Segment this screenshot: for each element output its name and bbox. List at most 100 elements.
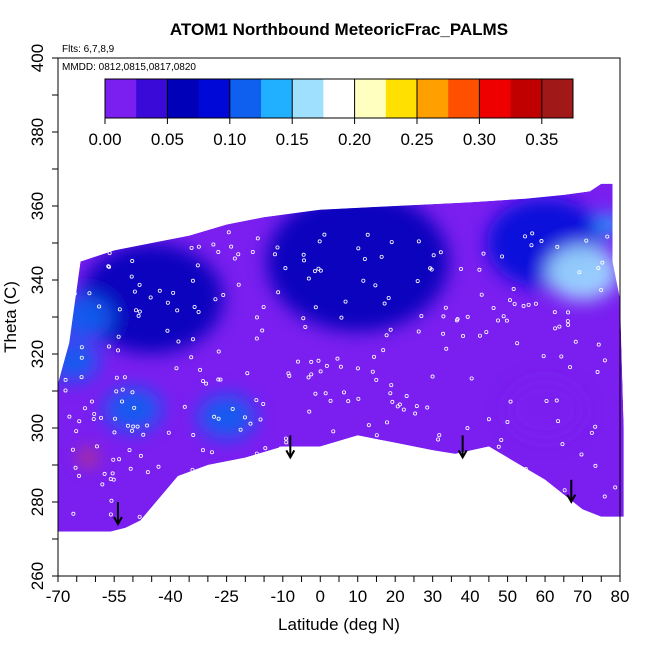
sample-point	[210, 501, 215, 506]
sample-point	[444, 467, 449, 472]
sample-point	[477, 333, 482, 338]
sample-point	[363, 503, 368, 508]
sample-point	[562, 488, 567, 493]
sample-point	[370, 369, 375, 374]
sample-point	[128, 466, 133, 471]
sample-point	[274, 492, 279, 497]
x-tick-label: -10	[271, 587, 296, 606]
heatmap-field	[58, 183, 624, 532]
sample-point	[523, 234, 528, 239]
sample-point	[600, 260, 605, 265]
sample-point	[388, 391, 393, 396]
y-axis-label: Theta (C)	[1, 281, 20, 353]
sample-point	[91, 416, 96, 421]
sample-point	[216, 349, 221, 354]
sample-point	[92, 412, 97, 417]
sample-point	[251, 488, 256, 493]
sample-point	[129, 274, 134, 279]
sample-point	[554, 398, 559, 403]
sample-point	[108, 476, 113, 481]
sample-point	[521, 498, 526, 503]
sample-point	[409, 493, 414, 498]
sample-point	[339, 315, 344, 320]
sample-point	[130, 390, 135, 395]
sample-point	[261, 304, 266, 309]
sample-point	[67, 414, 72, 419]
sample-point	[430, 374, 435, 379]
sample-point	[94, 444, 99, 449]
colorbar-tick-label: 0.35	[525, 130, 558, 149]
y-tick-label: 340	[28, 266, 47, 294]
sample-point	[190, 337, 195, 342]
sample-point	[313, 492, 318, 497]
sample-point	[116, 334, 121, 339]
sample-point	[120, 387, 125, 392]
colorbar-tick-label: 0.05	[151, 130, 184, 149]
sample-point	[301, 252, 306, 257]
sample-point	[99, 415, 104, 420]
sample-point	[593, 424, 598, 429]
sample-point	[272, 252, 277, 257]
y-tick-label: 380	[28, 118, 47, 146]
sample-point	[195, 263, 200, 268]
sample-point	[338, 364, 343, 369]
x-tick-label: -70	[46, 587, 71, 606]
sample-point	[114, 389, 119, 394]
colorbar-tick-label: 0.25	[400, 130, 433, 149]
sample-point	[529, 243, 534, 248]
sample-point	[507, 298, 512, 303]
sample-point	[176, 339, 181, 344]
sample-point	[136, 313, 141, 318]
sample-point	[407, 489, 412, 494]
sample-point	[250, 250, 255, 255]
sample-point	[137, 282, 142, 287]
sample-point	[566, 310, 571, 315]
sample-point	[212, 414, 217, 419]
sample-point	[477, 267, 482, 272]
sample-point	[132, 405, 137, 410]
sample-point	[117, 307, 122, 312]
sample-point	[372, 354, 377, 359]
sample-point	[544, 398, 549, 403]
sample-point	[192, 304, 197, 309]
sample-point	[129, 428, 134, 433]
sample-point	[138, 453, 143, 458]
sample-point	[200, 379, 205, 384]
colorbar-swatch	[354, 79, 387, 118]
sample-point	[254, 398, 259, 403]
sample-point	[183, 476, 188, 481]
sample-point	[443, 305, 448, 310]
sample-point	[63, 388, 68, 393]
sample-point	[343, 299, 348, 304]
y-tick-label: 280	[28, 488, 47, 516]
sample-point	[65, 236, 70, 241]
sample-point	[491, 305, 496, 310]
sample-point	[166, 430, 171, 435]
sample-point	[73, 465, 78, 470]
sample-point	[312, 269, 317, 274]
sample-point	[415, 279, 420, 284]
sample-point	[501, 479, 506, 484]
sample-point	[381, 348, 386, 353]
sample-point	[337, 503, 342, 508]
x-axis-label: Latitude (deg N)	[278, 615, 400, 634]
sample-point	[74, 429, 79, 434]
sample-point	[446, 479, 451, 484]
sample-point	[500, 254, 505, 259]
sample-point	[317, 239, 322, 244]
sample-point	[499, 437, 504, 442]
x-tick-label: 30	[423, 587, 442, 606]
sample-point	[106, 344, 111, 349]
sample-point	[526, 302, 531, 307]
sample-point	[307, 496, 312, 501]
sample-point	[165, 328, 170, 333]
sample-point	[322, 232, 327, 237]
sample-point	[134, 308, 139, 313]
sample-point	[465, 314, 470, 319]
sample-point	[302, 258, 307, 263]
sample-point	[373, 283, 378, 288]
sample-point	[318, 369, 323, 374]
sample-point	[283, 436, 288, 441]
sample-point	[248, 421, 253, 426]
x-tick-label: 50	[498, 587, 517, 606]
